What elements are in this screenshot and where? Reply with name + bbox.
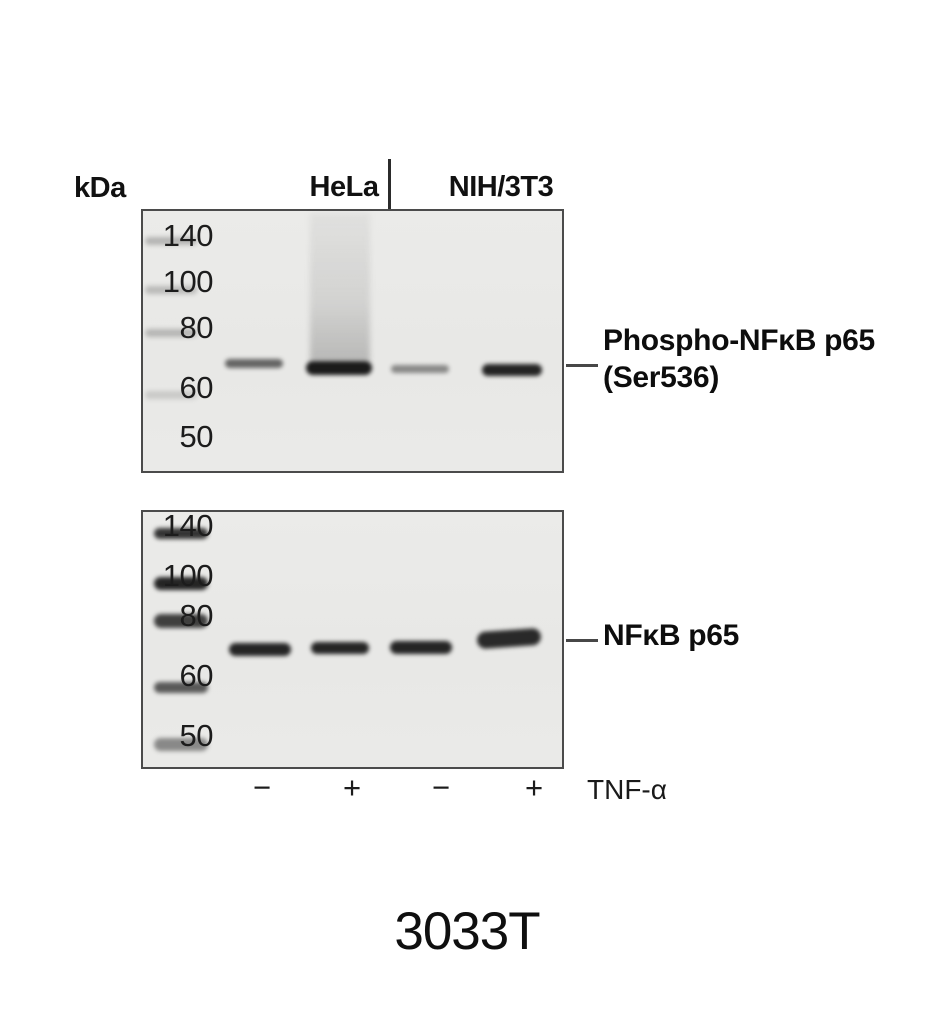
- ladder-band: [154, 737, 208, 751]
- treatment-symbol: −: [252, 770, 272, 805]
- protein-band: [390, 640, 452, 654]
- ladder-band: [154, 576, 208, 590]
- kda-units-label: kDa: [74, 172, 126, 204]
- protein-band: [225, 358, 283, 368]
- lane-smear: [310, 213, 370, 362]
- marker-label: 50: [179, 419, 214, 454]
- marker-label: 100: [162, 558, 214, 593]
- cell-line-divider-line: [388, 159, 391, 209]
- ladder-band: [145, 237, 197, 245]
- protein-band: [391, 365, 449, 373]
- cell-line-label-nih3t3: NIH/3T3: [448, 171, 554, 203]
- ladder-band: [154, 614, 208, 628]
- blot-panel-total: [141, 510, 564, 769]
- target-label-line: (Ser536): [603, 361, 720, 394]
- target-label-phospho: Phospho-NFκB p65 (Ser536): [603, 322, 875, 396]
- marker-label: 100: [162, 264, 214, 299]
- protein-band: [306, 361, 372, 375]
- target-label-line: Phospho-NFκB p65: [603, 324, 875, 357]
- marker-label: 50: [179, 718, 214, 753]
- treatment-symbol: +: [342, 770, 362, 805]
- marker-label: 60: [179, 370, 214, 405]
- ladder-band: [145, 391, 197, 399]
- ladder-band: [154, 527, 208, 539]
- marker-label: 80: [179, 598, 214, 633]
- target-label-line: NFκB p65: [603, 619, 740, 652]
- marker-label: 140: [162, 218, 214, 253]
- ladder-band: [154, 681, 208, 693]
- protein-band: [476, 627, 542, 649]
- blot-panel-phospho: [141, 209, 564, 473]
- treatment-label-tnf-alpha: TNF-α: [587, 774, 667, 805]
- marker-label: 60: [179, 658, 214, 693]
- cell-line-label-hela: HeLa: [309, 171, 379, 203]
- catalog-number: 3033T: [394, 902, 540, 961]
- treatment-symbol: +: [524, 770, 544, 805]
- band-pointer-line-phospho: [566, 364, 598, 367]
- protein-band: [482, 364, 542, 376]
- ladder-band: [145, 286, 197, 294]
- ladder-band: [145, 329, 197, 337]
- protein-band: [229, 642, 291, 656]
- treatment-symbol: −: [431, 770, 451, 805]
- marker-label: 80: [179, 310, 214, 345]
- band-pointer-line-total: [566, 639, 598, 642]
- target-label-total: NFκB p65: [603, 617, 739, 654]
- protein-band: [311, 642, 369, 654]
- marker-label: 140: [162, 508, 214, 543]
